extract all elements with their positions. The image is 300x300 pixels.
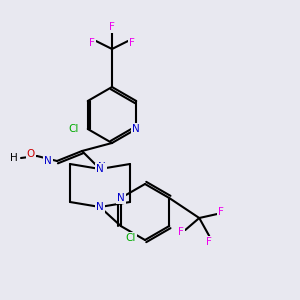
Text: F: F [109,22,115,32]
Text: N: N [132,124,140,134]
Text: O: O [27,149,35,159]
Text: F: F [129,38,135,48]
Text: Cl: Cl [126,233,136,243]
Text: F: F [206,237,212,247]
Text: F: F [89,38,95,48]
Text: F: F [178,227,184,237]
Text: N: N [98,162,106,172]
Text: N: N [117,193,124,203]
Text: H: H [10,153,18,163]
Text: N: N [44,156,52,166]
Text: N: N [96,202,104,212]
Text: N: N [96,164,104,174]
Text: F: F [218,207,224,217]
Text: Cl: Cl [68,124,79,134]
